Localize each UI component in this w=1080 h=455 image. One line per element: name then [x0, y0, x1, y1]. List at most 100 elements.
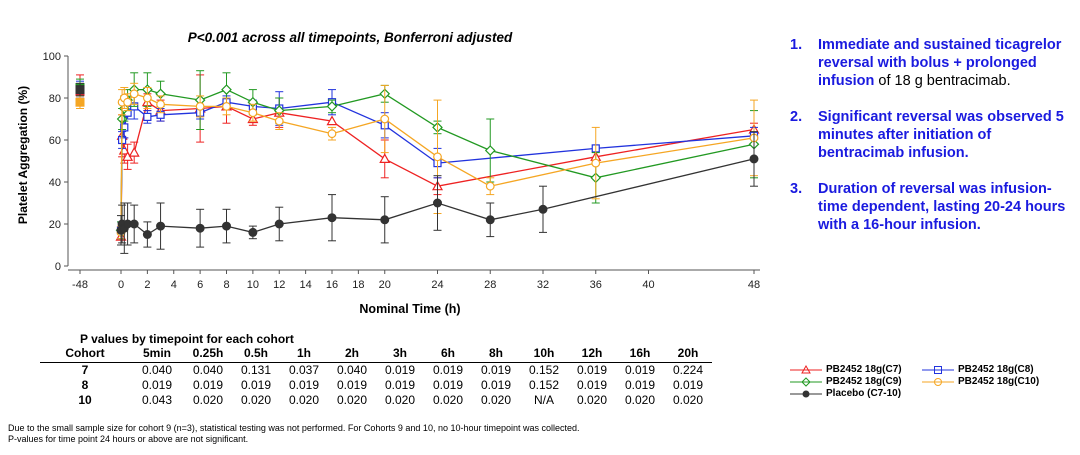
table-cell: 0.152 [528, 378, 560, 392]
data-point-pb2452-18g-c10 [433, 152, 442, 162]
data-point-pb2452-18g-c7 [128, 146, 140, 157]
table-cell: 0.043 [141, 393, 173, 407]
finding-item: 1. Immediate and sustained ticagrelor re… [790, 36, 1075, 90]
pvalue-header-row: Cohort 5min 0.25h 0.5h 1h 2h 3h 6h 8h 10… [40, 344, 712, 363]
findings-list: 1. Immediate and sustained ticagrelor re… [790, 36, 1075, 252]
finding-item: 2. Significant reversal was observed 5 m… [790, 108, 1075, 162]
x-tick-label: 2 [144, 279, 150, 291]
x-tick-label: 36 [590, 279, 602, 291]
table-cell: 0.020 [384, 393, 416, 407]
finding-highlight: Significant reversal was observed 5 minu… [818, 109, 1064, 161]
x-tick-label: 40 [642, 279, 654, 291]
legend-swatch [922, 365, 954, 374]
data-point-pb2452-18g-c10 [248, 108, 258, 118]
table-cell: 0.019 [384, 378, 416, 392]
data-point-pb2452-18g-c10 [156, 99, 165, 109]
legend-item: PB2452 18g(C7) [790, 364, 902, 375]
header-cell: 0.5h [232, 344, 280, 363]
data-point-placebo-c7-10 [142, 230, 152, 239]
x-tick-label: 4 [171, 279, 177, 291]
table-cell: 0.020 [336, 393, 368, 407]
cohort-cell: 8 [81, 378, 89, 392]
table-cell: 0.019 [192, 378, 224, 392]
finding-item: 3. Duration of reversal was infusion-tim… [790, 180, 1075, 234]
pvalue-table-title: P values by timepoint for each cohort [80, 332, 294, 346]
y-tick-label: 100 [43, 51, 61, 63]
table-cell: 0.020 [576, 393, 608, 407]
x-tick-label: 24 [431, 279, 443, 291]
data-point-pb2452-18g-c10 [195, 101, 205, 111]
data-point-placebo-c7-10 [433, 198, 442, 208]
data-point-placebo-c7-10 [195, 223, 205, 233]
data-point-pb2452-18g-c10 [222, 101, 231, 111]
x-tick-label: 6 [197, 279, 203, 291]
legend-label: PB2452 18g(C10) [958, 376, 1040, 387]
data-point-pb2452-18g-c10 [274, 116, 284, 126]
y-tick-label: 0 [55, 261, 61, 273]
chart-title: P<0.001 across all timepoints, Bonferron… [187, 30, 513, 45]
data-point-pb2452-18g-c10 [75, 97, 85, 107]
table-cell: 0.040 [192, 363, 224, 377]
data-point-pb2452-18g-c10 [142, 93, 152, 103]
table-cell: 0.019 [576, 363, 608, 377]
data-point-placebo-c7-10 [327, 213, 337, 223]
legend-swatch [790, 376, 822, 387]
table-cell: 0.131 [240, 363, 272, 377]
legend-item: Placebo (C7-10) [790, 388, 901, 399]
legend-item: PB2452 18g(C8) [922, 364, 1034, 375]
data-point-pb2452-18g-c7 [326, 115, 338, 126]
legend-item: PB2452 18g(C10) [922, 376, 1039, 387]
data-point-placebo-c7-10 [538, 204, 548, 214]
data-point-pb2452-18g-c9 [326, 101, 338, 112]
finding-highlight: Duration of reversal was infusion-time d… [818, 181, 1066, 233]
legend-item: PB2452 18g(C9) [790, 376, 902, 387]
footnote-line: Due to the small sample size for cohort … [8, 423, 580, 433]
table-cell: 0.019 [336, 378, 368, 392]
footnote-line: P-values for time point 24 hours or abov… [8, 434, 249, 444]
x-tick-label: 32 [537, 279, 549, 291]
data-point-pb2452-18g-c9 [484, 145, 496, 156]
table-cell: 0.019 [141, 378, 173, 392]
legend-label: PB2452 18g(C9) [826, 376, 902, 387]
x-tick-label: 14 [300, 279, 312, 291]
data-point-pb2452-18g-c7 [379, 153, 391, 163]
header-cell: 6h [424, 344, 472, 363]
legend-label: PB2452 18g(C7) [826, 364, 902, 375]
table-cell: 0.152 [528, 363, 560, 377]
table-cell: 0.019 [432, 363, 464, 377]
table-cell: 0.040 [141, 363, 173, 377]
x-tick-label: 0 [118, 279, 124, 291]
y-tick-label: 60 [49, 135, 61, 147]
data-point-placebo-c7-10 [75, 85, 85, 95]
x-tick-label: 8 [223, 279, 229, 291]
header-cell: 3h [376, 344, 424, 363]
table-cell: 0.020 [432, 393, 464, 407]
table-cell: 0.020 [192, 393, 224, 407]
table-cell: 0.037 [288, 363, 320, 377]
legend-swatch [790, 364, 822, 373]
data-point-placebo-c7-10 [749, 154, 759, 164]
x-tick-label: 10 [247, 279, 259, 291]
data-point-pb2452-18g-c10 [123, 97, 132, 107]
table-row: 10 0.043 0.020 0.020 0.020 0.020 0.020 0… [40, 393, 712, 408]
finding-tail: of 18 g bentracimab. [874, 73, 1011, 89]
table-cell: 0.019 [672, 378, 704, 392]
data-point-pb2452-18g-c8 [120, 123, 129, 132]
data-point-pb2452-18g-c9 [221, 84, 232, 95]
table-cell: 0.019 [576, 378, 608, 392]
x-tick-label: 28 [484, 279, 496, 291]
header-cell: 8h [472, 344, 520, 363]
x-tick-label: 18 [352, 279, 364, 291]
table-cell: 0.020 [672, 393, 704, 407]
x-tick-label: -48 [72, 279, 88, 291]
finding-highlight: Immediate and sustained ticagrelor rever… [818, 37, 1062, 89]
header-cell: 20h [664, 344, 712, 363]
legend-label: Placebo (C7-10) [826, 388, 902, 399]
header-cell: 5min [130, 344, 184, 363]
legend-label: PB2452 18g(C8) [958, 364, 1034, 375]
y-tick-label: 20 [49, 219, 61, 231]
header-cell: 10h [520, 344, 568, 363]
table-cell: 0.019 [384, 363, 416, 377]
table-cell: 0.019 [240, 378, 272, 392]
